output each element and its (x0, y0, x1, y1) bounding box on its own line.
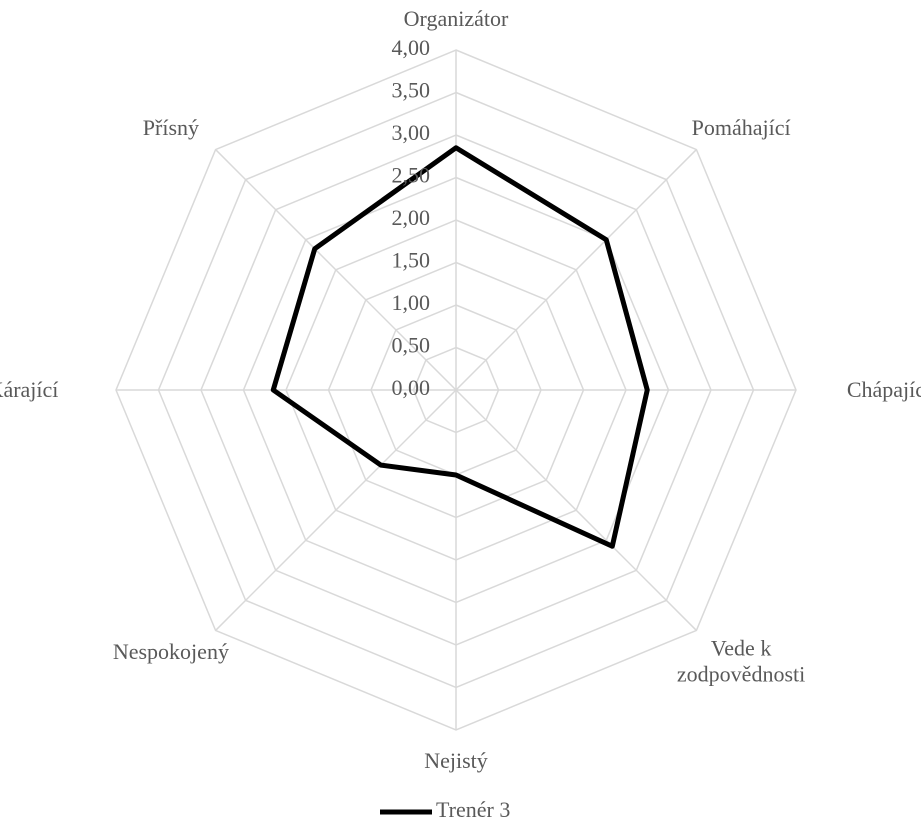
series-line (270, 145, 650, 549)
r-tick-label: 3,00 (392, 120, 431, 145)
r-tick-label: 1,50 (392, 248, 431, 273)
category-label: Vede k zodpovědnosti (676, 635, 806, 687)
category-label: Chápající (846, 377, 921, 402)
r-tick-label: 2,00 (392, 205, 431, 230)
r-tick-label: 1,00 (392, 290, 431, 315)
category-label: Nejistý (424, 748, 488, 773)
r-tick-label: 0,50 (392, 333, 431, 358)
legend-label: Trenér 3 (436, 797, 510, 822)
category-label: Kárající (0, 377, 59, 402)
axis-spoke (215, 389, 457, 631)
r-tick-label: 3,50 (392, 78, 431, 103)
category-label: Nespokojený (112, 639, 229, 665)
r-tick-label: 0,00 (392, 375, 431, 400)
r-tick-label: 4,00 (392, 35, 431, 60)
category-label: Přísný (142, 114, 200, 140)
category-label: Organizátor (403, 6, 509, 31)
category-label: Pomáhající (691, 114, 791, 140)
axis-spoke (455, 389, 697, 631)
axis-spoke (455, 149, 697, 391)
axis-spoke (215, 149, 457, 391)
r-tick-label: 2,50 (392, 163, 431, 188)
